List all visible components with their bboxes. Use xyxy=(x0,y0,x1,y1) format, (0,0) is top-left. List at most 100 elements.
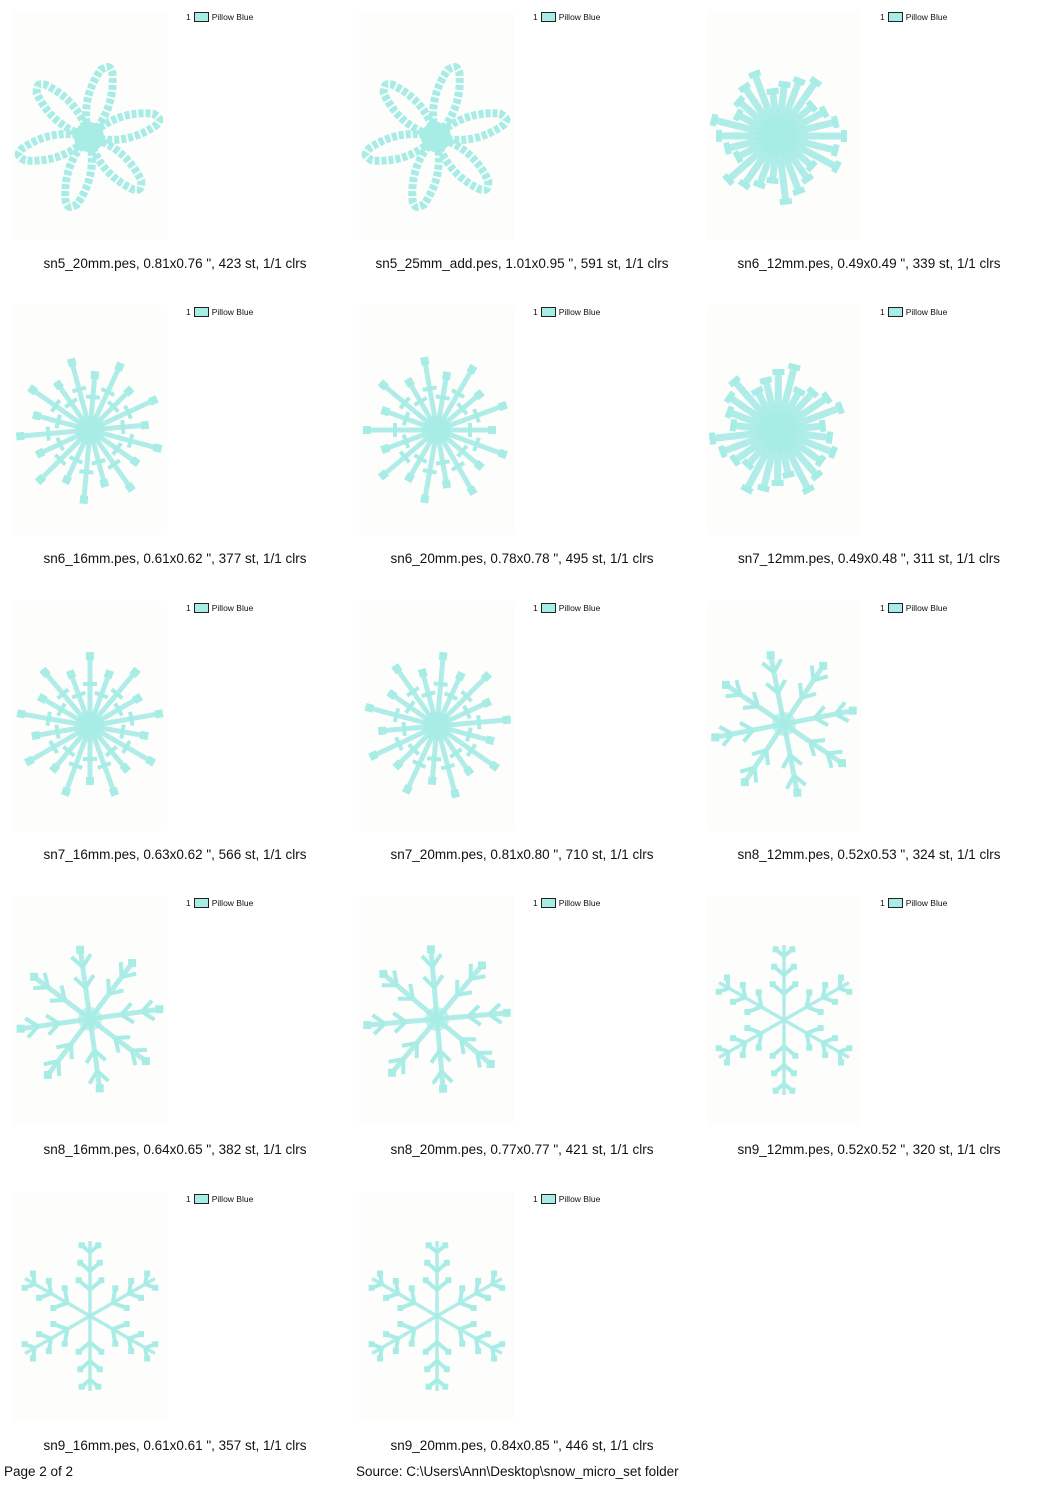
thread-name: Pillow Blue xyxy=(905,12,948,22)
snowflake-icon xyxy=(361,63,511,211)
design-cell: 1 Pillow Blue sn9_12mm.pes, 0.52x0.52 ", 3… xyxy=(694,886,1044,1182)
snowflake-icon xyxy=(21,1241,159,1391)
design-caption: sn7_12mm.pes, 0.49x0.48 ", 311 st, 1/1 c… xyxy=(738,551,1000,566)
design-cell: 1 Pillow Blue sn8_16mm.pes, 0.64x0.65 ", 3… xyxy=(0,886,350,1182)
design-cell: 1 Pillow Blue sn6_12mm.pes, 0.49x0.49 ", 3… xyxy=(694,0,1044,296)
thread-name: Pillow Blue xyxy=(905,898,948,908)
snowflake-thumbnail xyxy=(359,896,514,1126)
design-caption: sn6_16mm.pes, 0.61x0.62 ", 377 st, 1/1 c… xyxy=(43,551,307,566)
snowflake-thumbnail xyxy=(12,10,167,240)
thread-color-swatch xyxy=(540,1194,556,1204)
design-caption: sn8_16mm.pes, 0.64x0.65 ", 382 st, 1/1 c… xyxy=(43,1142,307,1157)
thread-legend: 1 Pillow Blue xyxy=(533,1194,600,1204)
thread-color-swatch xyxy=(193,307,209,317)
design-caption: sn6_20mm.pes, 0.78x0.78 ", 495 st, 1/1 c… xyxy=(390,551,654,566)
thread-name: Pillow Blue xyxy=(211,603,254,613)
design-cell: 1 Pillow Blue sn7_12mm.pes, 0.49x0.48 ", 3… xyxy=(694,295,1044,591)
snowflake-thumbnail xyxy=(12,1192,167,1422)
thread-color-swatch xyxy=(193,12,209,22)
snowflake-icon xyxy=(16,945,164,1093)
design-caption: sn6_12mm.pes, 0.49x0.49 ", 339 st, 1/1 c… xyxy=(737,256,1001,271)
thread-index: 1 xyxy=(186,1194,191,1204)
design-caption: sn5_20mm.pes, 0.81x0.76 ", 423 st, 1/1 c… xyxy=(43,256,307,271)
design-cell: 1 Pillow Blue sn5_20mm.pes, 0.81x0.76 ", 4… xyxy=(0,0,350,296)
thread-index: 1 xyxy=(880,898,885,908)
thread-legend: 1 Pillow Blue xyxy=(533,603,600,613)
thread-legend: 1 Pillow Blue xyxy=(880,12,947,22)
thread-index: 1 xyxy=(533,1194,538,1204)
thread-color-swatch xyxy=(540,12,556,22)
snowflake-icon xyxy=(708,362,845,496)
thread-legend: 1 Pillow Blue xyxy=(533,12,600,22)
thread-name: Pillow Blue xyxy=(558,307,601,317)
thread-name: Pillow Blue xyxy=(558,898,601,908)
snowflake-thumbnail xyxy=(12,896,167,1126)
snowflake-icon xyxy=(711,651,857,797)
design-cell: 1 Pillow Blue sn9_20mm.pes, 0.84x0.85 ", 4… xyxy=(347,1182,697,1478)
design-cell: 1 Pillow Blue sn6_20mm.pes, 0.78x0.78 ", 4… xyxy=(347,295,697,591)
design-cell: 1 Pillow Blue sn6_16mm.pes, 0.61x0.62 ", 3… xyxy=(0,295,350,591)
thread-index: 1 xyxy=(533,12,538,22)
snowflake-icon xyxy=(363,356,508,504)
thread-index: 1 xyxy=(880,603,885,613)
thread-legend: 1 Pillow Blue xyxy=(186,1194,253,1204)
thread-legend: 1 Pillow Blue xyxy=(533,898,600,908)
source-path: Source: C:\Users\Ann\Desktop\snow_micro_… xyxy=(356,1464,679,1479)
design-caption: sn8_20mm.pes, 0.77x0.77 ", 421 st, 1/1 c… xyxy=(390,1142,654,1157)
snowflake-icon xyxy=(363,945,511,1093)
thread-name: Pillow Blue xyxy=(211,1194,254,1204)
design-caption: sn7_20mm.pes, 0.81x0.80 ", 710 st, 1/1 c… xyxy=(390,847,654,862)
snowflake-thumbnail xyxy=(359,10,514,240)
thread-legend: 1 Pillow Blue xyxy=(186,12,253,22)
thread-legend: 1 Pillow Blue xyxy=(880,307,947,317)
thread-color-swatch xyxy=(887,898,903,908)
thread-index: 1 xyxy=(880,307,885,317)
thread-legend: 1 Pillow Blue xyxy=(186,603,253,613)
snowflake-icon xyxy=(16,652,164,797)
thread-name: Pillow Blue xyxy=(558,1194,601,1204)
thread-index: 1 xyxy=(533,898,538,908)
snowflake-thumbnail xyxy=(706,10,861,240)
snowflake-thumbnail xyxy=(706,305,861,535)
thread-legend: 1 Pillow Blue xyxy=(880,603,947,613)
design-caption: sn9_20mm.pes, 0.84x0.85 ", 446 st, 1/1 c… xyxy=(390,1438,654,1453)
snowflake-icon xyxy=(364,651,512,799)
thread-color-swatch xyxy=(193,898,209,908)
thread-legend: 1 Pillow Blue xyxy=(186,898,253,908)
thread-name: Pillow Blue xyxy=(211,307,254,317)
design-cell: 1 Pillow Blue sn9_16mm.pes, 0.61x0.61 ", 3… xyxy=(0,1182,350,1478)
thread-index: 1 xyxy=(186,603,191,613)
thread-name: Pillow Blue xyxy=(905,307,948,317)
thread-color-swatch xyxy=(540,898,556,908)
design-cell: 1 Pillow Blue sn8_12mm.pes, 0.52x0.53 ", 3… xyxy=(694,591,1044,887)
thread-color-swatch xyxy=(887,603,903,613)
thread-index: 1 xyxy=(186,12,191,22)
thread-index: 1 xyxy=(186,307,191,317)
snowflake-thumbnail xyxy=(359,1192,514,1422)
snowflake-thumbnail xyxy=(12,601,167,831)
snowflake-thumbnail xyxy=(706,601,861,831)
design-caption: sn9_16mm.pes, 0.61x0.61 ", 357 st, 1/1 c… xyxy=(43,1438,307,1453)
thread-index: 1 xyxy=(533,307,538,317)
design-cell: 1 Pillow Blue sn8_20mm.pes, 0.77x0.77 ", 4… xyxy=(347,886,697,1182)
snowflake-icon xyxy=(15,357,163,505)
thread-color-swatch xyxy=(887,307,903,317)
snowflake-icon xyxy=(14,63,164,211)
thread-index: 1 xyxy=(186,898,191,908)
snowflake-icon xyxy=(368,1241,506,1391)
snowflake-thumbnail xyxy=(12,305,167,535)
snowflake-icon xyxy=(715,945,853,1095)
snowflake-thumbnail xyxy=(706,896,861,1126)
thread-legend: 1 Pillow Blue xyxy=(880,898,947,908)
thread-color-swatch xyxy=(540,603,556,613)
thread-legend: 1 Pillow Blue xyxy=(533,307,600,317)
thread-color-swatch xyxy=(193,1194,209,1204)
snowflake-icon xyxy=(709,69,848,206)
snowflake-thumbnail xyxy=(359,305,514,535)
design-cell: 1 Pillow Blue sn7_20mm.pes, 0.81x0.80 ", 7… xyxy=(347,591,697,887)
design-cell: 1 Pillow Blue sn7_16mm.pes, 0.63x0.62 ", 5… xyxy=(0,591,350,887)
thread-index: 1 xyxy=(880,12,885,22)
thread-color-swatch xyxy=(887,12,903,22)
snowflake-thumbnail xyxy=(359,601,514,831)
